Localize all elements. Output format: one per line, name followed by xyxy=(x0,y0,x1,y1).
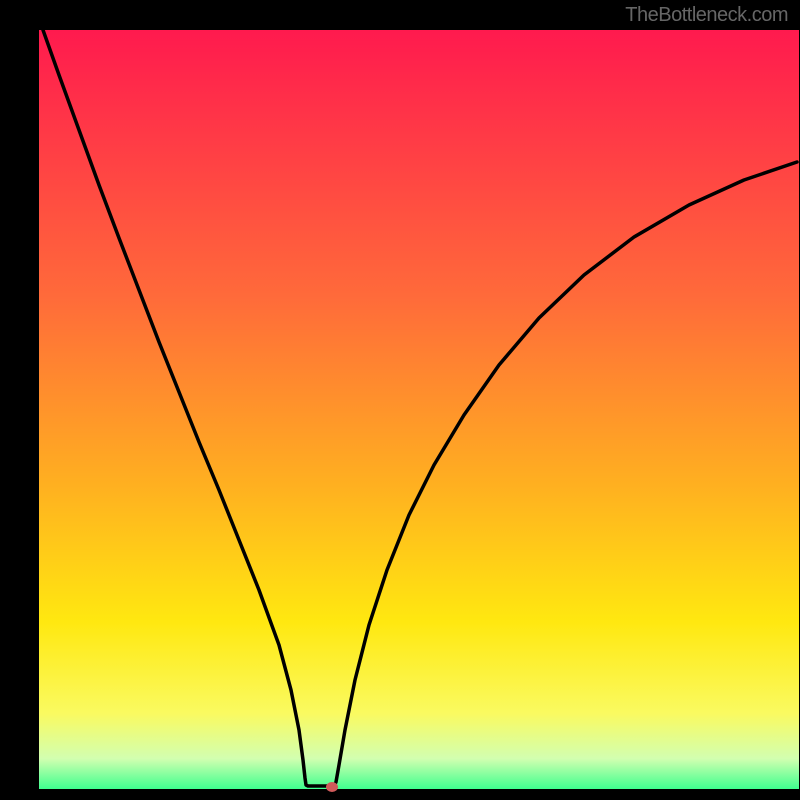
chart-plot-area xyxy=(39,30,799,789)
bottleneck-curve xyxy=(39,30,799,789)
optimal-point-marker xyxy=(326,782,338,792)
watermark-text: TheBottleneck.com xyxy=(625,4,788,27)
